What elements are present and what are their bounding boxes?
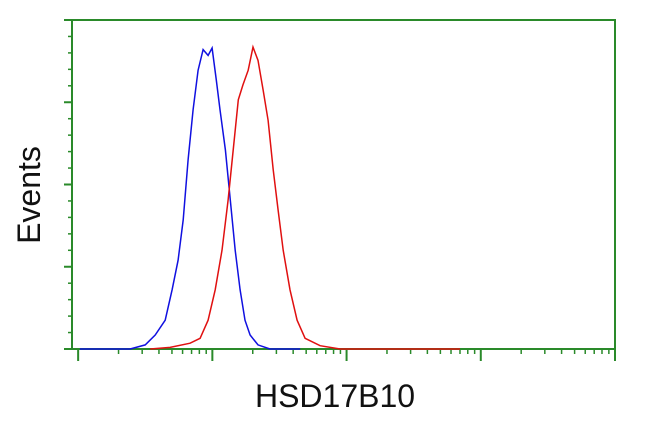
y-axis-label: Events <box>11 146 47 244</box>
histogram-line <box>79 45 301 350</box>
x-axis-label: HSD17B10 <box>255 378 415 414</box>
plot-frame <box>71 19 616 350</box>
histogram-line <box>150 44 460 350</box>
